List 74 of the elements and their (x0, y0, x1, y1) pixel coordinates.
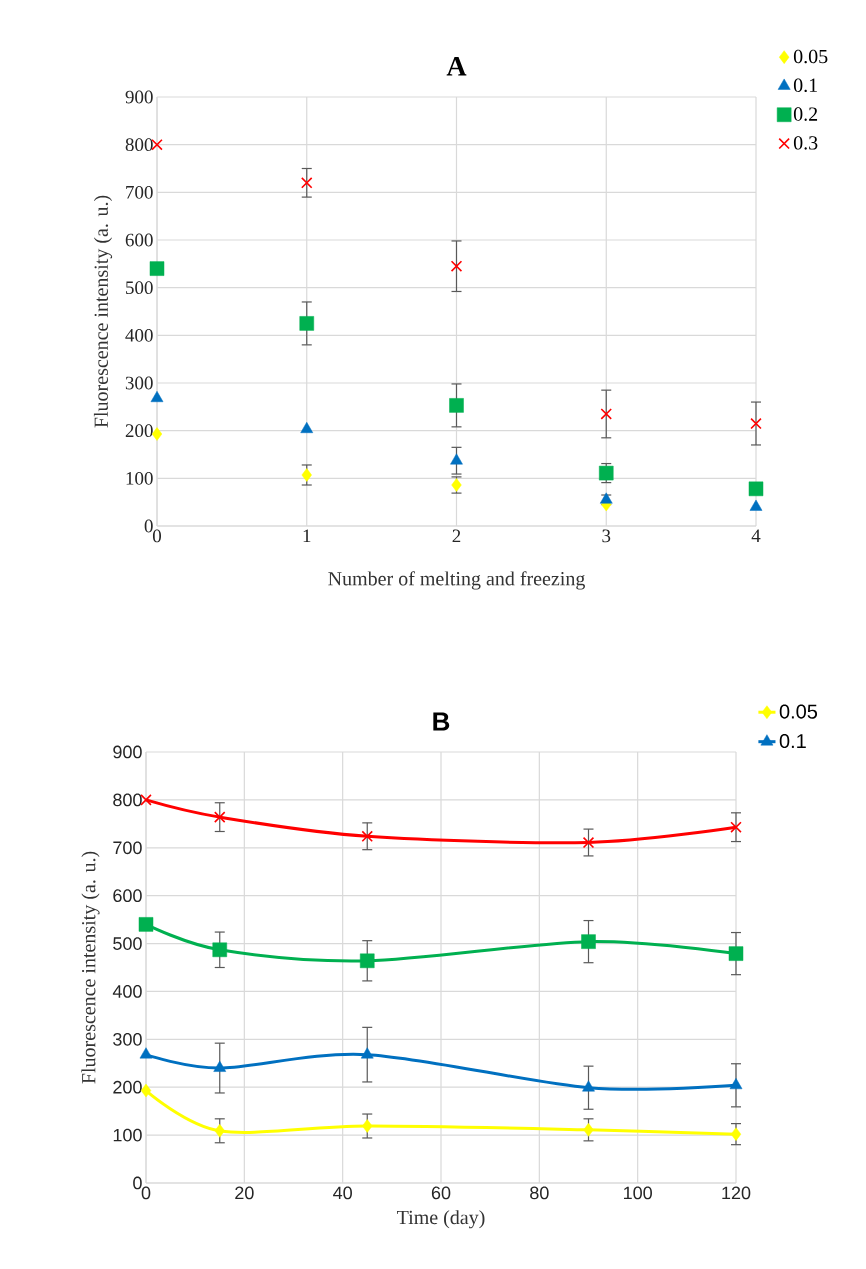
point (730, 821, 742, 833)
x-tick-label: 1 (303, 529, 311, 543)
point (730, 1127, 742, 1141)
y-tick-label: 400 (112, 985, 142, 998)
x-tick-label: 60 (431, 1186, 451, 1200)
point (600, 408, 612, 420)
point (149, 261, 165, 276)
point (360, 953, 375, 969)
chart-title: B (433, 712, 450, 731)
point (729, 1078, 743, 1090)
x-axis-title: Time (day) (397, 1210, 485, 1229)
x-tick-label: 2 (452, 529, 461, 543)
x-tick-label: 3 (602, 529, 611, 543)
y-tick-label: 800 (113, 793, 142, 807)
point (212, 942, 227, 958)
y-tick-label: 300 (125, 376, 153, 390)
y-tick-label: 600 (113, 889, 142, 903)
y-tick-label: 500 (113, 937, 142, 950)
point (139, 1047, 153, 1059)
point (582, 836, 595, 849)
y-tick-label: 200 (113, 1080, 142, 1094)
x-tick-label: 40 (333, 1186, 352, 1200)
point (450, 260, 463, 272)
legend-label: 0.3 (793, 136, 818, 150)
y-tick-label: 700 (113, 841, 142, 855)
point (449, 398, 464, 413)
x-tick-label: 4 (751, 529, 761, 543)
y-tick-label: 700 (126, 185, 153, 199)
point (214, 1124, 225, 1138)
point (360, 1047, 374, 1059)
x-tick-label: 120 (722, 1186, 751, 1200)
point (728, 946, 744, 961)
x-tick-label: 100 (624, 1186, 652, 1200)
x-tick-label: 0 (152, 529, 162, 543)
y-tick-label: 500 (126, 281, 153, 295)
legend-label: 0.1 (793, 78, 817, 93)
y-axis-title: Fluorescence intensity (a. u.) (93, 195, 113, 428)
point (750, 417, 762, 430)
legend-label: 0.05 (779, 704, 818, 719)
point (214, 811, 226, 823)
y-axis-title: Fluorescence intensity (a. u.) (81, 851, 100, 1084)
point (300, 421, 314, 433)
point (301, 468, 312, 482)
y-tick-label: 0 (144, 519, 153, 533)
y-tick-label: 800 (125, 138, 153, 152)
y-tick-label: 100 (113, 1128, 142, 1142)
chart-title: A (446, 57, 467, 76)
y-tick-label: 100 (126, 471, 153, 485)
point (362, 1119, 373, 1133)
y-tick-label: 600 (125, 233, 153, 247)
point (748, 481, 764, 497)
y-tick-label: 300 (113, 1032, 142, 1046)
point (299, 316, 314, 331)
point (150, 391, 164, 402)
y-tick-label: 900 (113, 745, 142, 759)
point (749, 499, 763, 511)
x-tick-label: 20 (235, 1186, 254, 1200)
x-tick-label: 80 (530, 1186, 549, 1200)
point (213, 1060, 227, 1072)
legend-label: 0.2 (793, 107, 818, 121)
point (301, 177, 313, 189)
legend-label: 0.05 (793, 49, 828, 64)
point (582, 1080, 595, 1092)
point (450, 453, 463, 465)
point (361, 830, 373, 843)
legend-label: 0.1 (779, 733, 806, 749)
x-axis-title: Number of melting and freezing (328, 571, 585, 590)
y-tick-label: 0 (133, 1176, 142, 1190)
y-tick-label: 200 (125, 424, 153, 438)
point (583, 1123, 594, 1137)
y-tick-label: 900 (125, 90, 153, 104)
point (138, 917, 154, 932)
y-tick-label: 400 (125, 328, 153, 342)
point (581, 934, 596, 949)
